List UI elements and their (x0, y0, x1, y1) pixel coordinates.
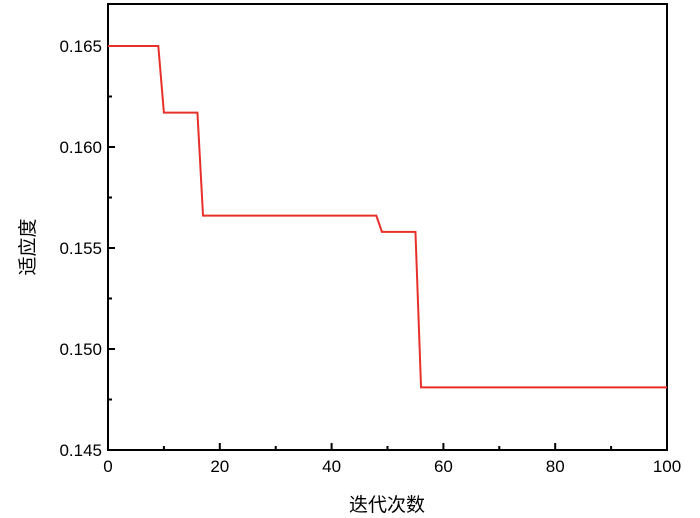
y-tick-label: 0.165 (59, 37, 102, 56)
x-axis-title: 迭代次数 (349, 494, 425, 516)
x-tick-label: 20 (210, 457, 229, 476)
y-tick-label: 0.155 (59, 239, 102, 258)
x-tick-label: 60 (434, 457, 453, 476)
x-tick-label: 0 (103, 457, 112, 476)
x-tick-label: 100 (653, 457, 681, 476)
x-tick-label: 40 (322, 457, 341, 476)
x-tick-label: 80 (546, 457, 565, 476)
series-line (108, 45, 667, 389)
y-tick-label: 0.145 (59, 441, 102, 460)
plot-frame (107, 3, 668, 451)
y-tick-label: 0.160 (59, 138, 102, 157)
y-axis-title: 适应度 (17, 218, 39, 275)
y-tick-label: 0.150 (59, 340, 102, 359)
